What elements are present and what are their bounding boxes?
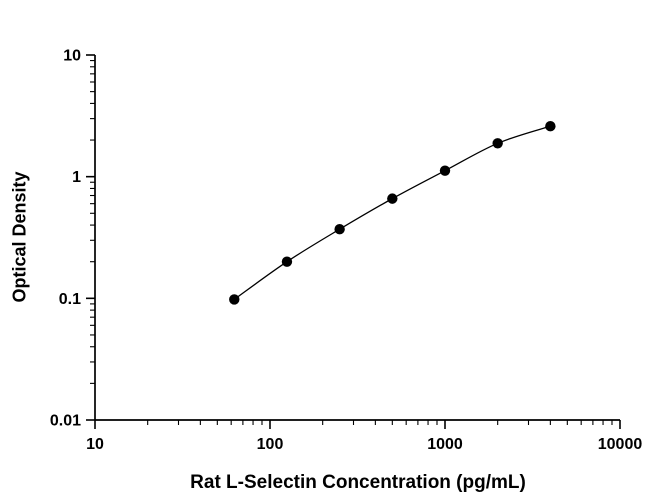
x-axis-title: Rat L-Selectin Concentration (pg/mL) <box>190 472 526 493</box>
y-tick-label: 0.01 <box>50 413 81 430</box>
data-point <box>439 165 451 176</box>
data-point <box>229 294 240 305</box>
x-tick-label: 100 <box>257 436 284 453</box>
x-tick-label: 1000 <box>427 436 463 453</box>
y-tick-label: 10 <box>63 48 81 65</box>
data-point <box>492 138 503 149</box>
x-tick-label: 10 <box>86 436 104 453</box>
data-point <box>545 120 556 132</box>
data-point <box>334 224 345 235</box>
data-point <box>387 193 398 204</box>
y-tick-label: 1 <box>72 169 81 186</box>
y-axis-title: Optical Density <box>9 171 30 303</box>
y-tick-label: 0.1 <box>59 291 81 308</box>
curve-line <box>233 125 551 300</box>
data-point <box>281 256 293 267</box>
x-tick-label: 10000 <box>598 436 643 453</box>
